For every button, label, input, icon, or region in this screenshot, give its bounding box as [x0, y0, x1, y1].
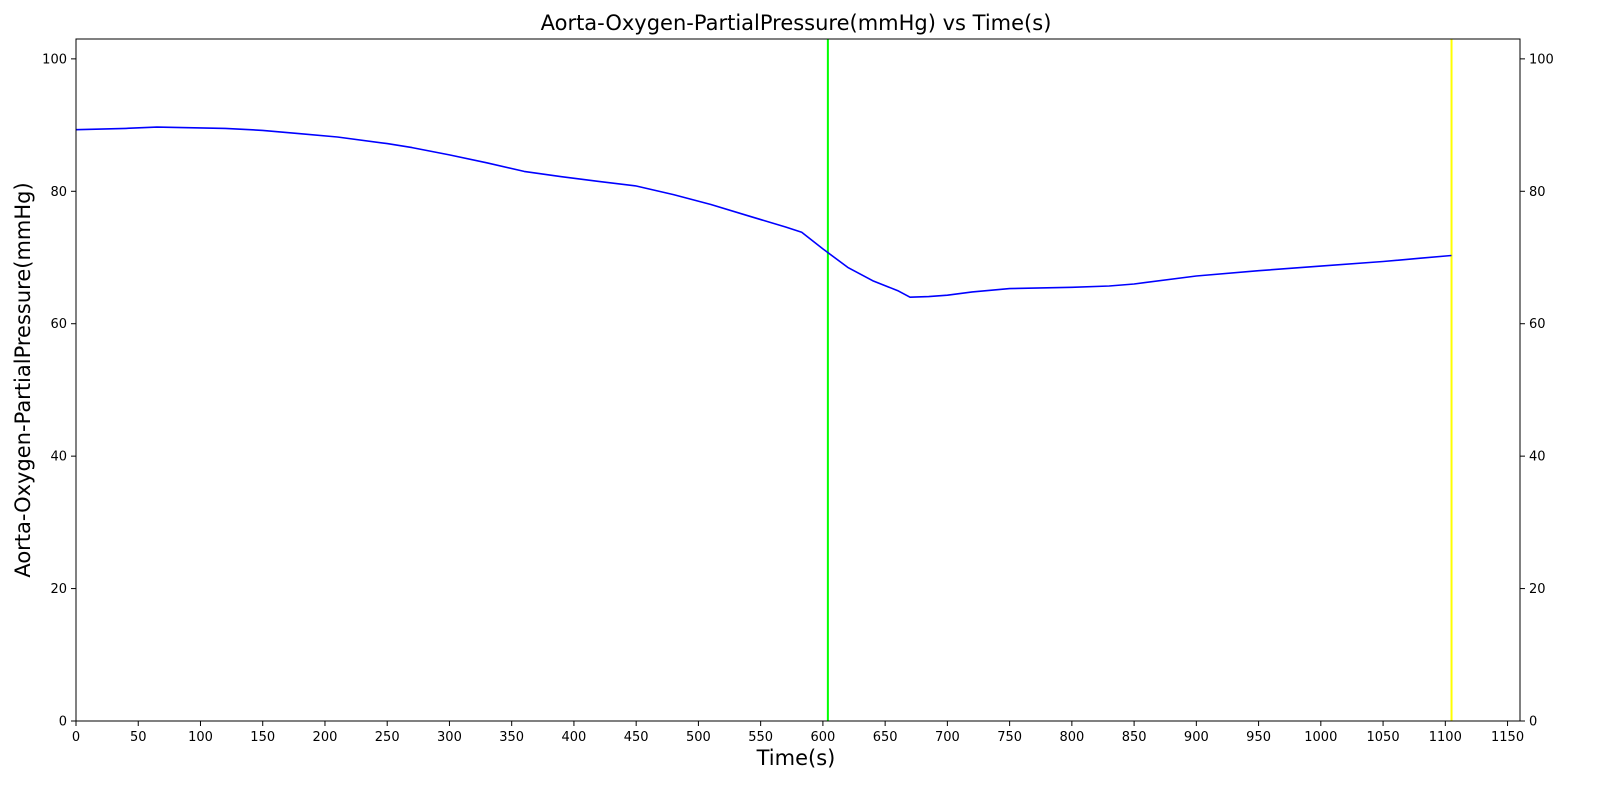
x-tick-label: 950 — [1246, 730, 1271, 745]
x-tick-label: 150 — [250, 730, 275, 745]
y-axis-left: 0 20 40 60 80 100 — [42, 52, 76, 730]
plot-area — [75, 38, 1521, 722]
x-tick-label: 700 — [935, 730, 960, 745]
x-tick-label: 250 — [375, 730, 400, 745]
x-tick-label: 600 — [810, 730, 835, 745]
x-tick-label: 900 — [1184, 730, 1209, 745]
y-tick-label-left: 40 — [50, 450, 67, 465]
series-line-1 — [75, 126, 1452, 299]
x-tick-label: 350 — [499, 730, 524, 745]
x-tick-label: 400 — [562, 730, 587, 745]
y-axis-right: 0 20 40 60 80 100 — [1520, 52, 1554, 730]
x-tick-label: 800 — [1059, 730, 1084, 745]
x-tick-label: 1050 — [1367, 730, 1400, 745]
x-tick-label: 500 — [686, 730, 711, 745]
x-tick-label: 1100 — [1429, 730, 1462, 745]
y-tick-label-right: 100 — [1529, 52, 1554, 67]
y-tick-label-left: 0 — [59, 715, 67, 730]
y-tick-label-left: 20 — [50, 582, 67, 597]
y-tick-label-right: 20 — [1529, 582, 1546, 597]
x-tick-label: 1000 — [1304, 730, 1337, 745]
y-tick-label-right: 40 — [1529, 450, 1546, 465]
x-tick-label: 450 — [624, 730, 649, 745]
x-tick-label: 100 — [188, 730, 213, 745]
x-axis: 0 50 100 150 200 250 300 350 400 450 500 550 600 650 7… — [72, 721, 1524, 745]
x-tick-label: 200 — [313, 730, 338, 745]
x-tick-label: 850 — [1122, 730, 1147, 745]
chart-title: Aorta-Oxygen-PartialPressure(mmHg) vs Ti… — [541, 11, 1052, 35]
y-tick-label-left: 100 — [42, 52, 67, 67]
x-tick-label: 0 — [72, 730, 80, 745]
y-tick-label-left: 60 — [50, 317, 67, 332]
y-tick-label-left: 80 — [50, 185, 67, 200]
y-tick-label-right: 80 — [1529, 185, 1546, 200]
x-tick-label: 50 — [130, 730, 147, 745]
y-tick-label-right: 0 — [1529, 715, 1537, 730]
x-tick-label: 750 — [997, 730, 1022, 745]
plot-frame — [75, 38, 1521, 722]
x-tick-label: 650 — [873, 730, 898, 745]
x-tick-label: 550 — [748, 730, 773, 745]
y-axis-title: Aorta-Oxygen-PartialPressure(mmHg) — [11, 182, 35, 577]
x-axis-title: Time(s) — [756, 746, 836, 770]
y-tick-label-right: 60 — [1529, 317, 1546, 332]
x-tick-label: 300 — [437, 730, 462, 745]
x-tick-label: 1150 — [1491, 730, 1524, 745]
